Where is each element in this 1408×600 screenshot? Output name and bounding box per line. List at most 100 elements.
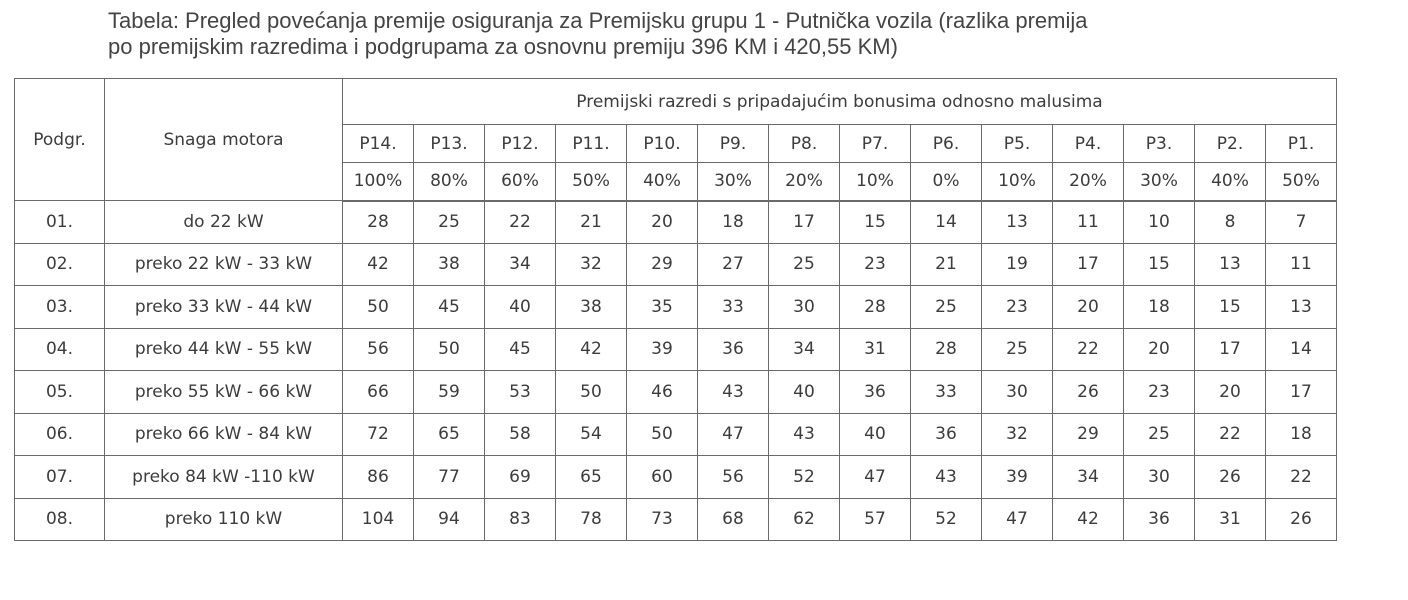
- engine-power-header: Snaga motora: [104, 78, 343, 201]
- premium-value-cell: 72: [342, 412, 414, 456]
- premium-value-cell: 42: [342, 242, 414, 286]
- premium-value-cell: 50: [626, 412, 698, 456]
- premium-value-cell: 65: [413, 412, 485, 456]
- premium-value-cell: 47: [981, 497, 1053, 541]
- percentage-header-cell: 20%: [768, 162, 840, 202]
- premium-value-cell: 25: [768, 242, 840, 286]
- premium-value-cell: 54: [555, 412, 627, 456]
- premium-value-cell: 45: [413, 285, 485, 329]
- subgroup-header: Podgr.: [14, 78, 105, 201]
- premium-value-cell: 31: [839, 327, 911, 371]
- class-header-cell: P5.: [981, 124, 1053, 163]
- percentage-header-cell: 20%: [1052, 162, 1124, 202]
- premium-value-cell: 26: [1265, 497, 1337, 541]
- premium-value-cell: 32: [981, 412, 1053, 456]
- class-header-cell: P14.: [342, 124, 414, 163]
- premium-value-cell: 14: [1265, 327, 1337, 371]
- subgroup-cell: 04.: [14, 327, 105, 371]
- table-row: 02. preko 22 kW - 33 kW 42 38 34 32 29 27 25 23 21…: [14, 242, 1337, 286]
- header-row-span: Podgr. Snaga motora Premijski razredi s …: [14, 78, 1337, 201]
- engine-power-cell: preko 22 kW - 33 kW: [104, 242, 343, 286]
- premium-value-cell: 25: [981, 327, 1053, 371]
- premium-value-cell: 56: [342, 327, 414, 371]
- premium-value-cell: 18: [1123, 285, 1195, 329]
- subgroup-cell: 06.: [14, 412, 105, 456]
- premium-value-cell: 28: [342, 200, 414, 244]
- premium-value-cell: 69: [484, 455, 556, 499]
- premium-value-cell: 31: [1194, 497, 1266, 541]
- class-header-cell: P8.: [768, 124, 840, 163]
- premium-value-cell: 28: [910, 327, 982, 371]
- premium-value-cell: 25: [413, 200, 485, 244]
- premium-value-cell: 39: [981, 455, 1053, 499]
- engine-power-cell: preko 33 kW - 44 kW: [104, 285, 343, 329]
- subgroup-cell: 08.: [14, 497, 105, 541]
- premium-value-cell: 25: [910, 285, 982, 329]
- premium-value-cell: 29: [1052, 412, 1124, 456]
- premium-value-cell: 42: [555, 327, 627, 371]
- premium-value-cell: 27: [697, 242, 769, 286]
- percentage-header-cell: 10%: [981, 162, 1053, 202]
- engine-power-cell: preko 44 kW - 55 kW: [104, 327, 343, 371]
- premium-value-cell: 10: [1123, 200, 1195, 244]
- premium-value-cell: 20: [626, 200, 698, 244]
- premium-value-cell: 30: [768, 285, 840, 329]
- caption-line-2: po premijskim razredima i podgrupama za …: [108, 34, 898, 59]
- premium-value-cell: 45: [484, 327, 556, 371]
- premium-value-cell: 34: [768, 327, 840, 371]
- percentage-header-cell: 50%: [555, 162, 627, 202]
- premium-value-cell: 18: [1265, 412, 1337, 456]
- premium-value-cell: 43: [768, 412, 840, 456]
- table-row: 04. preko 44 kW - 55 kW 56 50 45 42 39 36 34 31 28…: [14, 327, 1337, 371]
- premium-value-cell: 20: [1123, 327, 1195, 371]
- class-header-cell: P11.: [555, 124, 627, 163]
- premium-value-cell: 47: [839, 455, 911, 499]
- premium-value-cell: 52: [768, 455, 840, 499]
- premium-value-cell: 104: [342, 497, 414, 541]
- premium-value-cell: 73: [626, 497, 698, 541]
- subgroup-cell: 02.: [14, 242, 105, 286]
- premium-value-cell: 33: [910, 370, 982, 414]
- percentage-header-cell: 10%: [839, 162, 911, 202]
- premium-value-cell: 40: [484, 285, 556, 329]
- premium-value-cell: 22: [1265, 455, 1337, 499]
- class-header-cell: P3.: [1123, 124, 1195, 163]
- class-header-cell: P1.: [1265, 124, 1337, 163]
- premium-value-cell: 50: [413, 327, 485, 371]
- premium-value-cell: 22: [484, 200, 556, 244]
- premium-value-cell: 18: [697, 200, 769, 244]
- premium-value-cell: 66: [342, 370, 414, 414]
- premium-value-cell: 15: [839, 200, 911, 244]
- premium-value-cell: 25: [1123, 412, 1195, 456]
- premium-value-cell: 21: [910, 242, 982, 286]
- table-row: 06. preko 66 kW - 84 kW 72 65 58 54 50 47 43 40 36…: [14, 412, 1337, 456]
- premium-value-cell: 11: [1265, 242, 1337, 286]
- premium-value-cell: 14: [910, 200, 982, 244]
- premium-value-cell: 29: [626, 242, 698, 286]
- percentage-header-cell: 40%: [1194, 162, 1266, 202]
- premium-value-cell: 26: [1194, 455, 1266, 499]
- table-row: 07. preko 84 kW -110 kW 86 77 69 65 60 56 52 47 43…: [14, 455, 1337, 499]
- premium-value-cell: 21: [555, 200, 627, 244]
- table-row: 03. preko 33 kW - 44 kW 50 45 40 38 35 33 30 28 25…: [14, 285, 1337, 329]
- premium-value-cell: 59: [413, 370, 485, 414]
- premium-value-cell: 17: [1052, 242, 1124, 286]
- premium-value-cell: 22: [1052, 327, 1124, 371]
- premium-value-cell: 60: [626, 455, 698, 499]
- premium-value-cell: 77: [413, 455, 485, 499]
- premium-value-cell: 52: [910, 497, 982, 541]
- table-row: 01. do 22 kW 28 25 22 21 20 18 17 15 14 13 11 10 8 7: [14, 200, 1337, 244]
- premium-value-cell: 13: [981, 200, 1053, 244]
- premium-table: Podgr. Snaga motora Premijski razredi s …: [14, 78, 1337, 541]
- premium-value-cell: 30: [981, 370, 1053, 414]
- premium-value-cell: 17: [1194, 327, 1266, 371]
- subgroup-cell: 05.: [14, 370, 105, 414]
- class-header-cell: P13.: [413, 124, 485, 163]
- percentage-header-cell: 30%: [697, 162, 769, 202]
- percentage-header-cell: 60%: [484, 162, 556, 202]
- premium-value-cell: 36: [1123, 497, 1195, 541]
- premium-value-cell: 23: [1123, 370, 1195, 414]
- premium-value-cell: 35: [626, 285, 698, 329]
- class-header-cell: P9.: [697, 124, 769, 163]
- class-header-cell: P4.: [1052, 124, 1124, 163]
